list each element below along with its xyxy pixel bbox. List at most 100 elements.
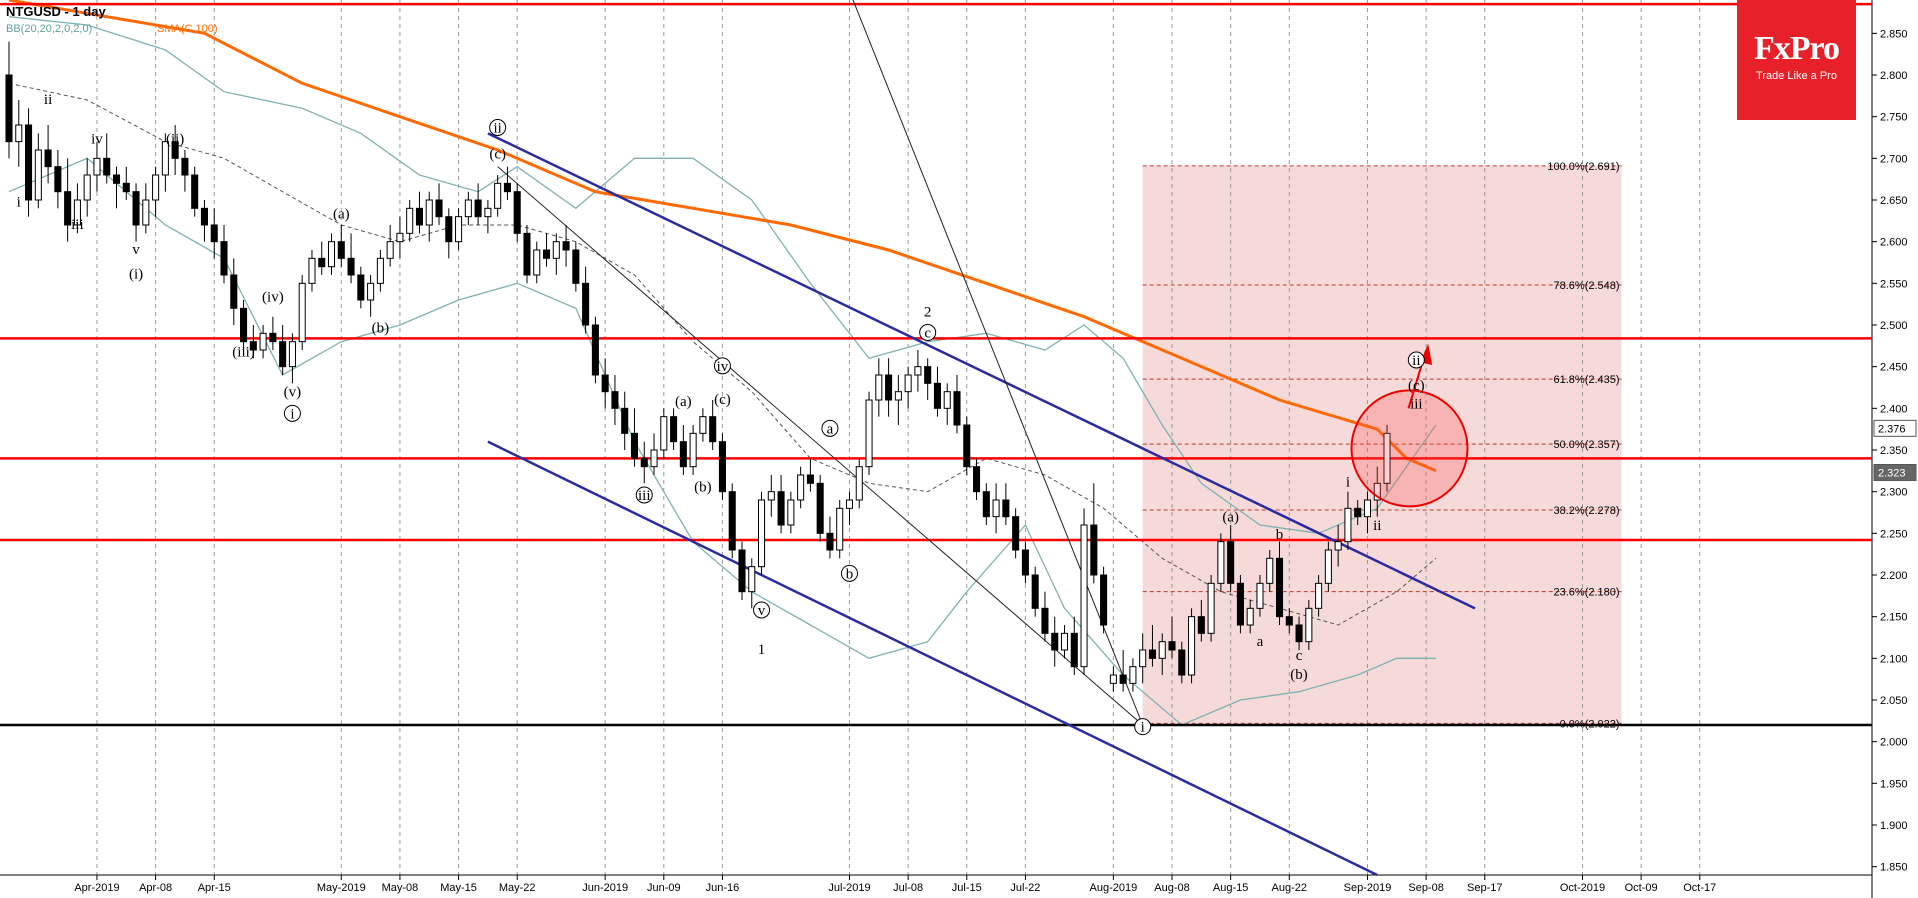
candle-up [494,182,502,209]
candle-up [699,416,707,434]
candle-down [191,174,199,209]
candle-up [464,199,472,218]
candle-up [1129,666,1137,684]
candle-up [406,207,414,234]
candle-down [728,491,736,551]
wave-label: (b) [1290,667,1308,683]
candle-down [885,374,893,401]
candle-down [279,341,287,368]
wave-label-circle [635,486,653,504]
candle-down [1012,516,1020,551]
y-tick-label: 2.600 [1880,237,1908,249]
fib-level-label: 50.0%(2.357) [1554,439,1620,451]
candle-down [1100,574,1108,626]
x-tick-label: Oct-09 [1625,882,1658,894]
wave-label: 1 [758,642,766,658]
y-tick-label: 1.950 [1880,778,1908,790]
wave-label: iv [717,359,729,375]
candle-up [93,157,101,176]
wave-label: (b) [694,480,712,496]
y-tick-label: 2.050 [1880,695,1908,707]
highlight-circle [1350,389,1469,508]
candle-up [1324,549,1332,584]
candle-up [552,241,560,259]
candle-down [933,382,941,409]
candle-down [44,149,52,168]
candle-down [357,274,365,301]
x-tick-label: Jul-2019 [828,882,870,894]
candle-down [1354,507,1362,518]
x-tick-label: May-08 [382,882,419,894]
y-tick-label: 2.250 [1880,528,1908,540]
candle-up [748,566,756,593]
candle-up [1060,632,1069,651]
wave-label: (c) [489,146,506,162]
x-tick-label: Apr-2019 [74,882,119,894]
candle-down [474,199,482,218]
candle-up [943,391,951,409]
price-badge [1873,464,1917,481]
candle-down [220,241,228,276]
wave-label: (iii) [232,345,255,361]
candle-up [455,216,463,243]
candle-up [787,499,795,526]
candle-down [318,257,326,268]
candle-down [1090,524,1098,576]
x-tick-label: Jul-15 [952,882,982,894]
candle-up [386,241,394,259]
wave-label: (c) [1408,378,1425,394]
x-tick-label: Apr-08 [139,882,172,894]
candle-up [1315,582,1323,609]
candle-up [484,207,492,218]
x-tick-label: Aug-15 [1213,882,1248,894]
candle-down [1041,607,1049,634]
candle-down [1148,649,1156,659]
candle-up [914,366,922,376]
candle-up [1207,582,1215,634]
candle-down [670,416,678,443]
x-tick-label: May-22 [499,882,536,894]
x-tick-label: Jun-16 [706,882,740,894]
candle-down [1168,641,1176,651]
wave-label: v [132,242,140,258]
fib-level-label: 78.6%(2.548) [1554,280,1620,292]
wave-label: ii [44,92,52,108]
candle-down [523,232,531,276]
trend-line [852,0,1144,726]
candle-up [1139,649,1147,668]
candle-up [1344,507,1352,543]
candle-up [1373,482,1381,501]
wave-label-circle [919,324,937,341]
candle-up [660,416,668,451]
wave-label: iii [1410,396,1423,412]
candle-up [425,199,433,226]
candle-up [904,374,912,393]
logo-tagline: Trade Like a Pro [1756,70,1837,82]
candle-up [1363,499,1372,518]
bollinger-legend: BB(20,20,2,0,2,0) [6,23,93,35]
x-tick-label: Jul-08 [893,882,923,894]
wave-label: i [290,406,294,422]
candle-down [591,324,599,376]
candle-up [1158,641,1166,659]
candle-up [1246,607,1254,626]
x-tick-label: Apr-15 [198,882,231,894]
candle-up [15,124,23,143]
wave-label: i [1346,475,1350,491]
candle-up [327,241,336,268]
candle-down [572,249,580,284]
wave-label: (i) [129,266,143,282]
candle-down [132,191,140,226]
candle-down [601,374,609,393]
x-tick-label: Sep-2019 [1344,882,1392,894]
candle-down [435,199,443,218]
candle-up [1334,541,1342,551]
fib-level-label: 23.6%(2.180) [1554,587,1620,599]
candle-down [709,416,717,443]
candle-up [1256,582,1264,609]
wave-label: a [827,421,834,437]
candle-up [797,474,805,501]
fib-level-label: 38.2%(2.278) [1554,505,1620,517]
x-tick-label: Jun-09 [647,882,681,894]
candle-down [973,466,981,493]
